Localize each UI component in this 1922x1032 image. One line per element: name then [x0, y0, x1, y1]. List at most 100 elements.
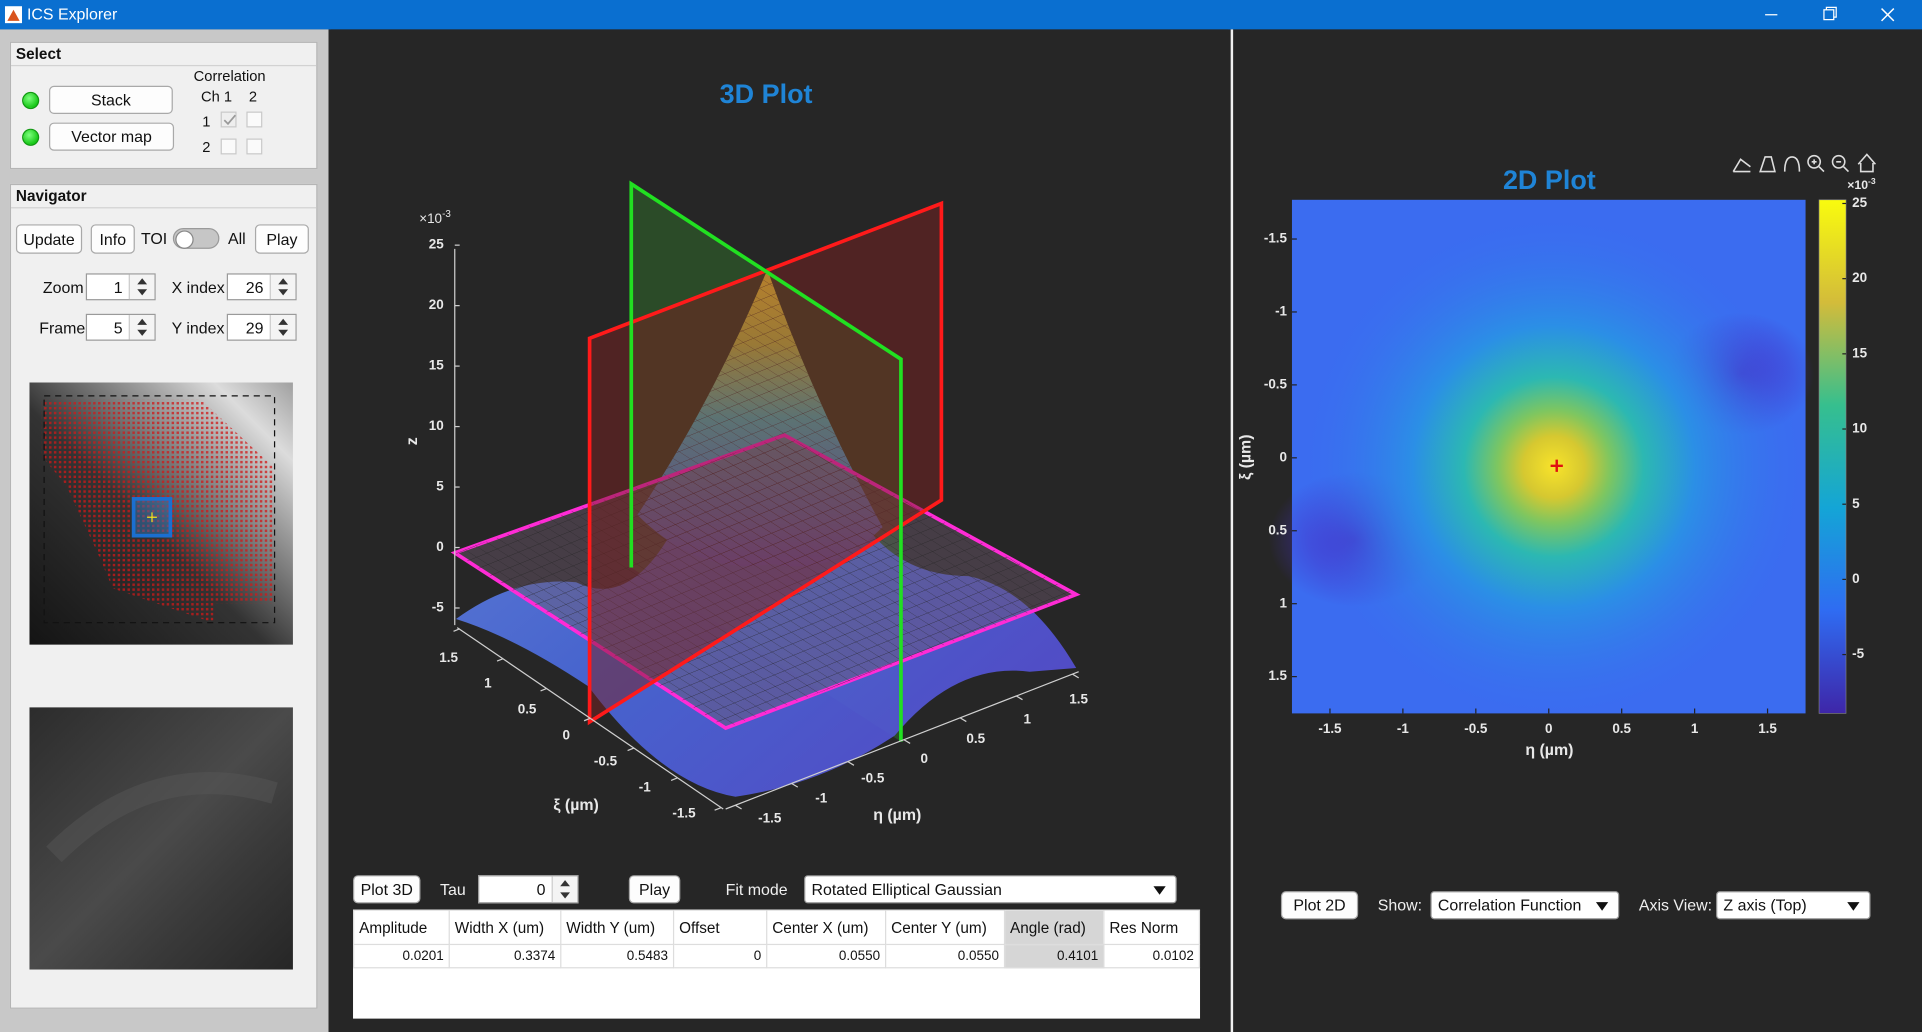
colorbar-tick-label: 20: [1852, 270, 1867, 285]
play-button[interactable]: Play: [254, 224, 309, 254]
multiplier-exp: -3: [442, 209, 451, 220]
eta-tick: [847, 761, 855, 766]
column-header: Width X (um): [448, 909, 562, 946]
axis-view-label: Axis View:: [1638, 896, 1713, 915]
colorbar-tick-label: -5: [1852, 646, 1864, 661]
vector-map-button[interactable]: Vector map: [49, 122, 175, 151]
xi-tick: [583, 717, 591, 722]
column-header: Width Y (um): [560, 909, 675, 946]
y-tick-label: 0: [1280, 449, 1288, 464]
table-cell: 0.0102: [1103, 943, 1201, 969]
y-tick-label: -0.5: [1264, 376, 1288, 391]
frame-spinner[interactable]: 5: [85, 313, 156, 341]
x-tick-label: 0: [1545, 721, 1553, 736]
eta-tick-label: 1: [1023, 711, 1031, 726]
fit-mode-dropdown[interactable]: Rotated Elliptical Gaussian: [804, 875, 1177, 904]
checkbox[interactable]: [246, 138, 263, 155]
column-header: Offset: [672, 909, 768, 946]
table-cell: 0.3374: [448, 943, 562, 969]
table-cell: 0.0550: [885, 943, 1006, 969]
eta-tick-label: 1.5: [1069, 691, 1088, 706]
checkbox[interactable]: [246, 111, 263, 128]
spinner-value: 1: [113, 277, 123, 297]
plot2d-button[interactable]: Plot 2D: [1280, 891, 1359, 920]
select-panel: Select Stack Vector map Correlation Ch 1…: [9, 41, 318, 170]
colorbar-tick-label: 0: [1852, 571, 1860, 586]
multiplier-exp: -3: [1868, 176, 1876, 186]
show-label: Show:: [1377, 896, 1423, 915]
window-controls[interactable]: [1741, 0, 1922, 29]
y-tick-label: 1: [1280, 595, 1288, 610]
xi-tick-label: 1: [484, 676, 492, 691]
green-plane-edge: [629, 180, 903, 742]
spinner-value: 29: [245, 318, 264, 337]
show-dropdown[interactable]: Correlation Function: [1430, 891, 1620, 920]
status-led: [22, 128, 40, 146]
checkbox[interactable]: [220, 111, 237, 128]
play-button[interactable]: Play: [628, 875, 681, 904]
x-index-spinner[interactable]: 26: [226, 273, 297, 301]
toi-switch[interactable]: [172, 227, 220, 249]
stack-button[interactable]: Stack: [49, 85, 173, 114]
eta-tick: [1072, 673, 1079, 679]
colorbar: [1818, 199, 1847, 714]
xi-tick: [627, 747, 634, 752]
xi-tick: [496, 658, 504, 662]
eta-tick-label: 0: [920, 751, 928, 766]
column-header: Amplitude: [353, 909, 450, 946]
colorbar-tick-label: 25: [1852, 195, 1867, 210]
table-cell: 0.0201: [353, 943, 450, 969]
xi-tick: [714, 807, 721, 811]
spinner-value: 0: [536, 880, 546, 899]
x-axis-label: η (µm): [1525, 742, 1573, 759]
z-multiplier: ×10-3: [419, 209, 451, 226]
column-label: 2: [248, 88, 258, 106]
zoom-spinner[interactable]: 1: [85, 273, 156, 301]
plot3d-axes[interactable]: 3D Plot ×10-3 z ξ (µm) η (µm) -505101520…: [404, 79, 1089, 825]
xi-tick-label: -0.5: [594, 754, 618, 769]
plot-toolbar[interactable]: [1732, 153, 1877, 173]
colorbar-tick-label: 10: [1852, 421, 1867, 436]
x-tick-label: 1.5: [1758, 721, 1777, 736]
fit-table: Amplitude Width X (um) Width Y (um) Offset C…: [353, 909, 1201, 1019]
plot3d-button[interactable]: Plot 3D: [353, 875, 421, 904]
info-button[interactable]: Info: [90, 224, 135, 254]
window-title: ICS Explorer: [26, 4, 118, 24]
eta-tick: [903, 739, 911, 744]
plot3d-title: 3D Plot: [720, 79, 813, 109]
row-label: 2: [202, 138, 211, 156]
multiplier-base: ×10: [1847, 178, 1868, 192]
xi-tick-label: 0: [563, 728, 570, 743]
navigator-panel: Navigator Update Info TOI All Play Zoom …: [9, 183, 318, 1009]
tau-spinner[interactable]: 0: [478, 875, 579, 904]
eta-tick-label: -0.5: [861, 771, 885, 786]
colorbar-multiplier: ×10-3: [1847, 176, 1876, 192]
x-tick-label: -1: [1397, 721, 1409, 736]
xi-tick-label: 0.5: [518, 702, 537, 717]
frame-image: [29, 707, 293, 970]
plot2d-title: 2D Plot: [1503, 165, 1596, 195]
xi-tick: [453, 628, 460, 632]
eta-tick: [959, 717, 967, 723]
status-led: [22, 91, 40, 110]
plot2d-axes[interactable]: 2D Plot ×10-3 η (µm) ξ (µm) -1.5 -1 -0.5 0 0…: [1237, 153, 1877, 759]
z-tick-label: 10: [429, 418, 444, 433]
y-axis-label: ξ (µm): [1237, 434, 1254, 479]
axis-view-dropdown[interactable]: Z axis (Top): [1716, 891, 1871, 920]
panel-title: Navigator: [15, 187, 87, 205]
stack-image[interactable]: [29, 382, 293, 645]
xi-axis-label: ξ (µm): [553, 797, 598, 814]
column-header: Center Y (um): [885, 909, 1006, 946]
colorbar-tick-label: 15: [1852, 345, 1867, 360]
checkbox[interactable]: [220, 138, 237, 155]
xi-tick: [540, 687, 547, 692]
red-plane: [587, 200, 944, 726]
z-tick-label: 25: [429, 237, 444, 252]
y-index-spinner[interactable]: 29: [226, 313, 297, 341]
eta-tick: [735, 804, 742, 810]
heatmap-peak: [1291, 199, 1806, 714]
update-button[interactable]: Update: [15, 224, 83, 254]
eta-axis: [725, 671, 1079, 810]
y-tick-label: 1.5: [1268, 668, 1287, 683]
